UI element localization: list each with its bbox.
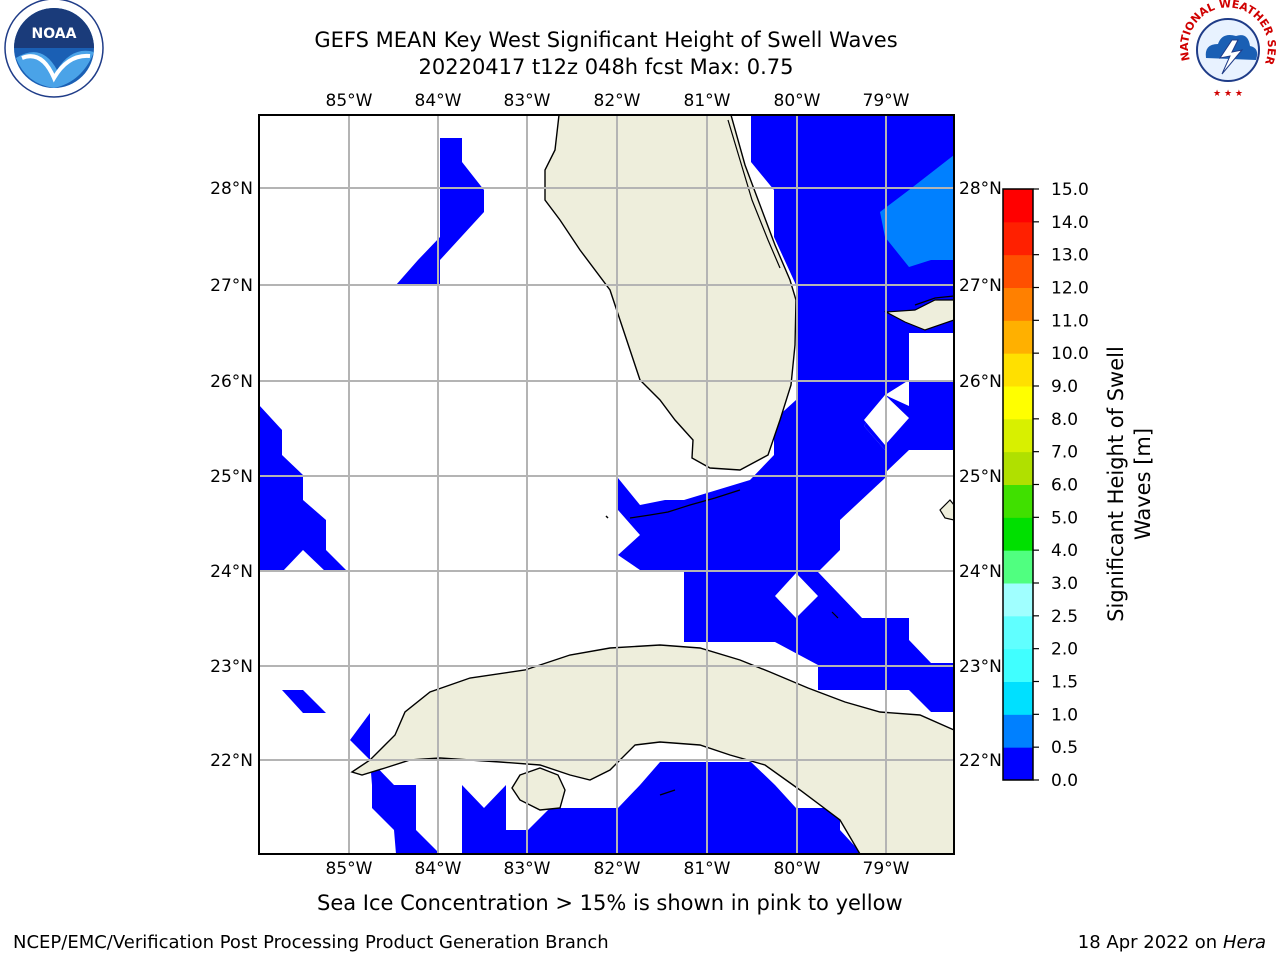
lon-label-top: 80°W: [774, 91, 821, 111]
map-frame: [258, 114, 955, 855]
lat-label-right: 24°N: [959, 562, 1002, 582]
colorbar-swatch: [1003, 353, 1033, 387]
map-gridlines: [259, 115, 954, 854]
colorbar-tick-label: 9.0: [1051, 377, 1078, 397]
colorbar-label-line1: Significant Height of Swell: [1104, 346, 1128, 622]
colorbar-tick-label: 2.0: [1051, 640, 1078, 660]
lon-labels-bottom: 85°W 84°W 83°W 82°W 81°W 80°W 79°W: [326, 859, 910, 879]
lon-label-top: 84°W: [415, 91, 462, 111]
cuba-landmass: [350, 644, 954, 854]
lon-label-bottom: 83°W: [504, 859, 551, 879]
lon-label-bottom: 80°W: [774, 859, 821, 879]
lon-labels-top: 85°W 84°W 83°W 82°W 81°W 80°W 79°W: [326, 91, 910, 111]
svg-text:★ ★ ★: ★ ★ ★: [1213, 89, 1243, 99]
lat-label-left: 22°N: [210, 751, 253, 771]
noaa-logo-text: NOAA: [32, 26, 77, 42]
swell-field-band2: [880, 155, 954, 267]
colorbar-swatch: [1003, 714, 1033, 748]
lat-label-left: 23°N: [210, 657, 253, 677]
colorbar-swatch: [1003, 451, 1033, 485]
lat-label-left: 28°N: [210, 179, 253, 199]
colorbar-tick-label: 15.0: [1051, 180, 1089, 200]
colorbar-tick-label: 7.0: [1051, 443, 1078, 463]
colorbar-swatch: [1003, 550, 1033, 584]
colorbar-tick-label: 1.0: [1051, 705, 1078, 725]
colorbar-label-line2: Waves [m]: [1131, 428, 1155, 540]
lon-label-bottom: 79°W: [863, 859, 910, 879]
lat-label-right: 27°N: [959, 276, 1002, 296]
colorbar-swatch: [1003, 681, 1033, 715]
lat-label-right: 25°N: [959, 467, 1002, 487]
lon-label-bottom: 84°W: [415, 859, 462, 879]
bahamas-islands: [883, 299, 954, 331]
nws-logo: NATIONAL WEATHER SERVICE ★ ★ ★: [1176, 0, 1278, 99]
isle-of-youth: [511, 767, 566, 811]
chart-title: GEFS MEAN Key West Significant Height of…: [314, 28, 898, 52]
chart-subtitle: 20220417 t12z 048h fcst Max: 0.75: [418, 55, 794, 79]
footer-date-text: 18 Apr 2022 on: [1077, 932, 1223, 953]
colorbar-swatch: [1003, 386, 1033, 420]
colorbar-swatch: [1003, 287, 1033, 321]
colorbar-swatch: [1003, 189, 1033, 223]
lat-label-left: 25°N: [210, 467, 253, 487]
lon-label-top: 83°W: [504, 91, 551, 111]
colorbar-swatch: [1003, 418, 1033, 453]
colorbar-tick-label: 1.5: [1051, 673, 1078, 693]
colorbar-swatch: [1003, 648, 1033, 682]
colorbar-tick-label: 5.0: [1051, 508, 1078, 528]
colorbar-swatch: [1003, 254, 1033, 288]
lon-label-bottom: 82°W: [594, 859, 641, 879]
lat-label-left: 26°N: [210, 372, 253, 392]
lat-labels-right: 28°N 27°N 26°N 25°N 24°N 23°N 22°N: [959, 179, 1002, 771]
colorbar-swatch: [1003, 583, 1033, 617]
colorbar-tick-label: 0.0: [1051, 771, 1078, 791]
lon-label-top: 79°W: [863, 91, 910, 111]
colorbar: 0.0 0.5 1.0 1.5 2.0 2.5 3.0 4.0 5.0 6.0 7.0 8.0 9.0 1…: [1002, 180, 1089, 791]
colorbar-swatch: [1003, 615, 1033, 650]
footer-credit: NCEP/EMC/Verification Post Processing Pr…: [13, 932, 609, 953]
lat-label-left: 27°N: [210, 276, 253, 296]
lon-label-top: 85°W: [326, 91, 373, 111]
lat-label-left: 24°N: [210, 562, 253, 582]
lat-label-right: 23°N: [959, 657, 1002, 677]
lat-label-right: 22°N: [959, 751, 1002, 771]
colorbar-tick-label: 2.5: [1051, 607, 1078, 627]
lon-label-top: 82°W: [594, 91, 641, 111]
footer-host: Hera: [1222, 932, 1266, 953]
colorbar-swatch: [1003, 221, 1033, 256]
sea-ice-note: Sea Ice Concentration > 15% is shown in …: [317, 891, 903, 915]
lat-label-right: 26°N: [959, 372, 1002, 392]
lon-label-bottom: 81°W: [684, 859, 731, 879]
colorbar-tick-label: 13.0: [1051, 246, 1089, 266]
colorbar-swatch: [1003, 517, 1033, 551]
lon-label-bottom: 85°W: [326, 859, 373, 879]
lat-labels-left: 28°N 27°N 26°N 25°N 24°N 23°N 22°N: [210, 179, 253, 771]
colorbar-tick-label: 6.0: [1051, 476, 1078, 496]
lon-label-top: 81°W: [684, 91, 731, 111]
colorbar-swatch: [1003, 320, 1033, 354]
footer-date: 18 Apr 2022 on Hera: [1078, 932, 1266, 953]
lat-label-right: 28°N: [959, 179, 1002, 199]
colorbar-tick-label: 11.0: [1051, 311, 1089, 331]
colorbar-tick-label: 14.0: [1051, 213, 1089, 233]
colorbar-tick-label: 12.0: [1051, 279, 1089, 299]
noaa-logo: NOAA: [4, 0, 104, 98]
colorbar-tick-label: 4.0: [1051, 541, 1078, 561]
colorbar-tick-label: 8.0: [1051, 410, 1078, 430]
colorbar-tick-label: 3.0: [1051, 574, 1078, 594]
colorbar-swatch: [1003, 747, 1033, 781]
swell-field: [259, 115, 954, 854]
colorbar-tick-label: 0.5: [1051, 738, 1078, 758]
colorbar-tick-label: 10.0: [1051, 344, 1089, 364]
colorbar-swatch: [1003, 484, 1033, 518]
